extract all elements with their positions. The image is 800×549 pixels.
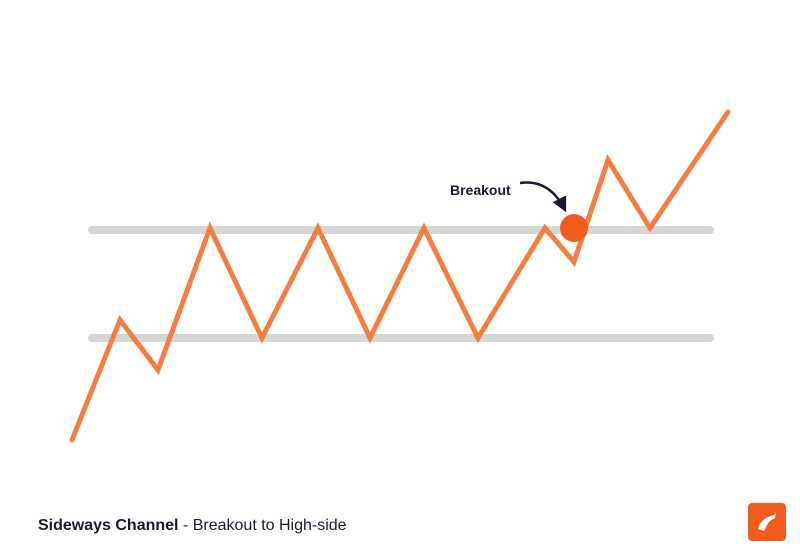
price-line xyxy=(72,112,728,440)
logo-icon xyxy=(754,509,780,535)
breakout-label: Breakout xyxy=(450,182,511,198)
breakout-dot xyxy=(560,214,588,242)
chart-caption: Sideways Channel - Breakout to High-side xyxy=(38,517,347,535)
breakout-arrow xyxy=(520,182,565,210)
chart-svg xyxy=(0,0,800,500)
brand-logo xyxy=(748,503,786,541)
caption-separator: - xyxy=(179,517,193,534)
caption-bold: Sideways Channel xyxy=(38,517,179,534)
caption-regular: Breakout to High-side xyxy=(193,517,347,534)
chart-area xyxy=(0,0,800,500)
